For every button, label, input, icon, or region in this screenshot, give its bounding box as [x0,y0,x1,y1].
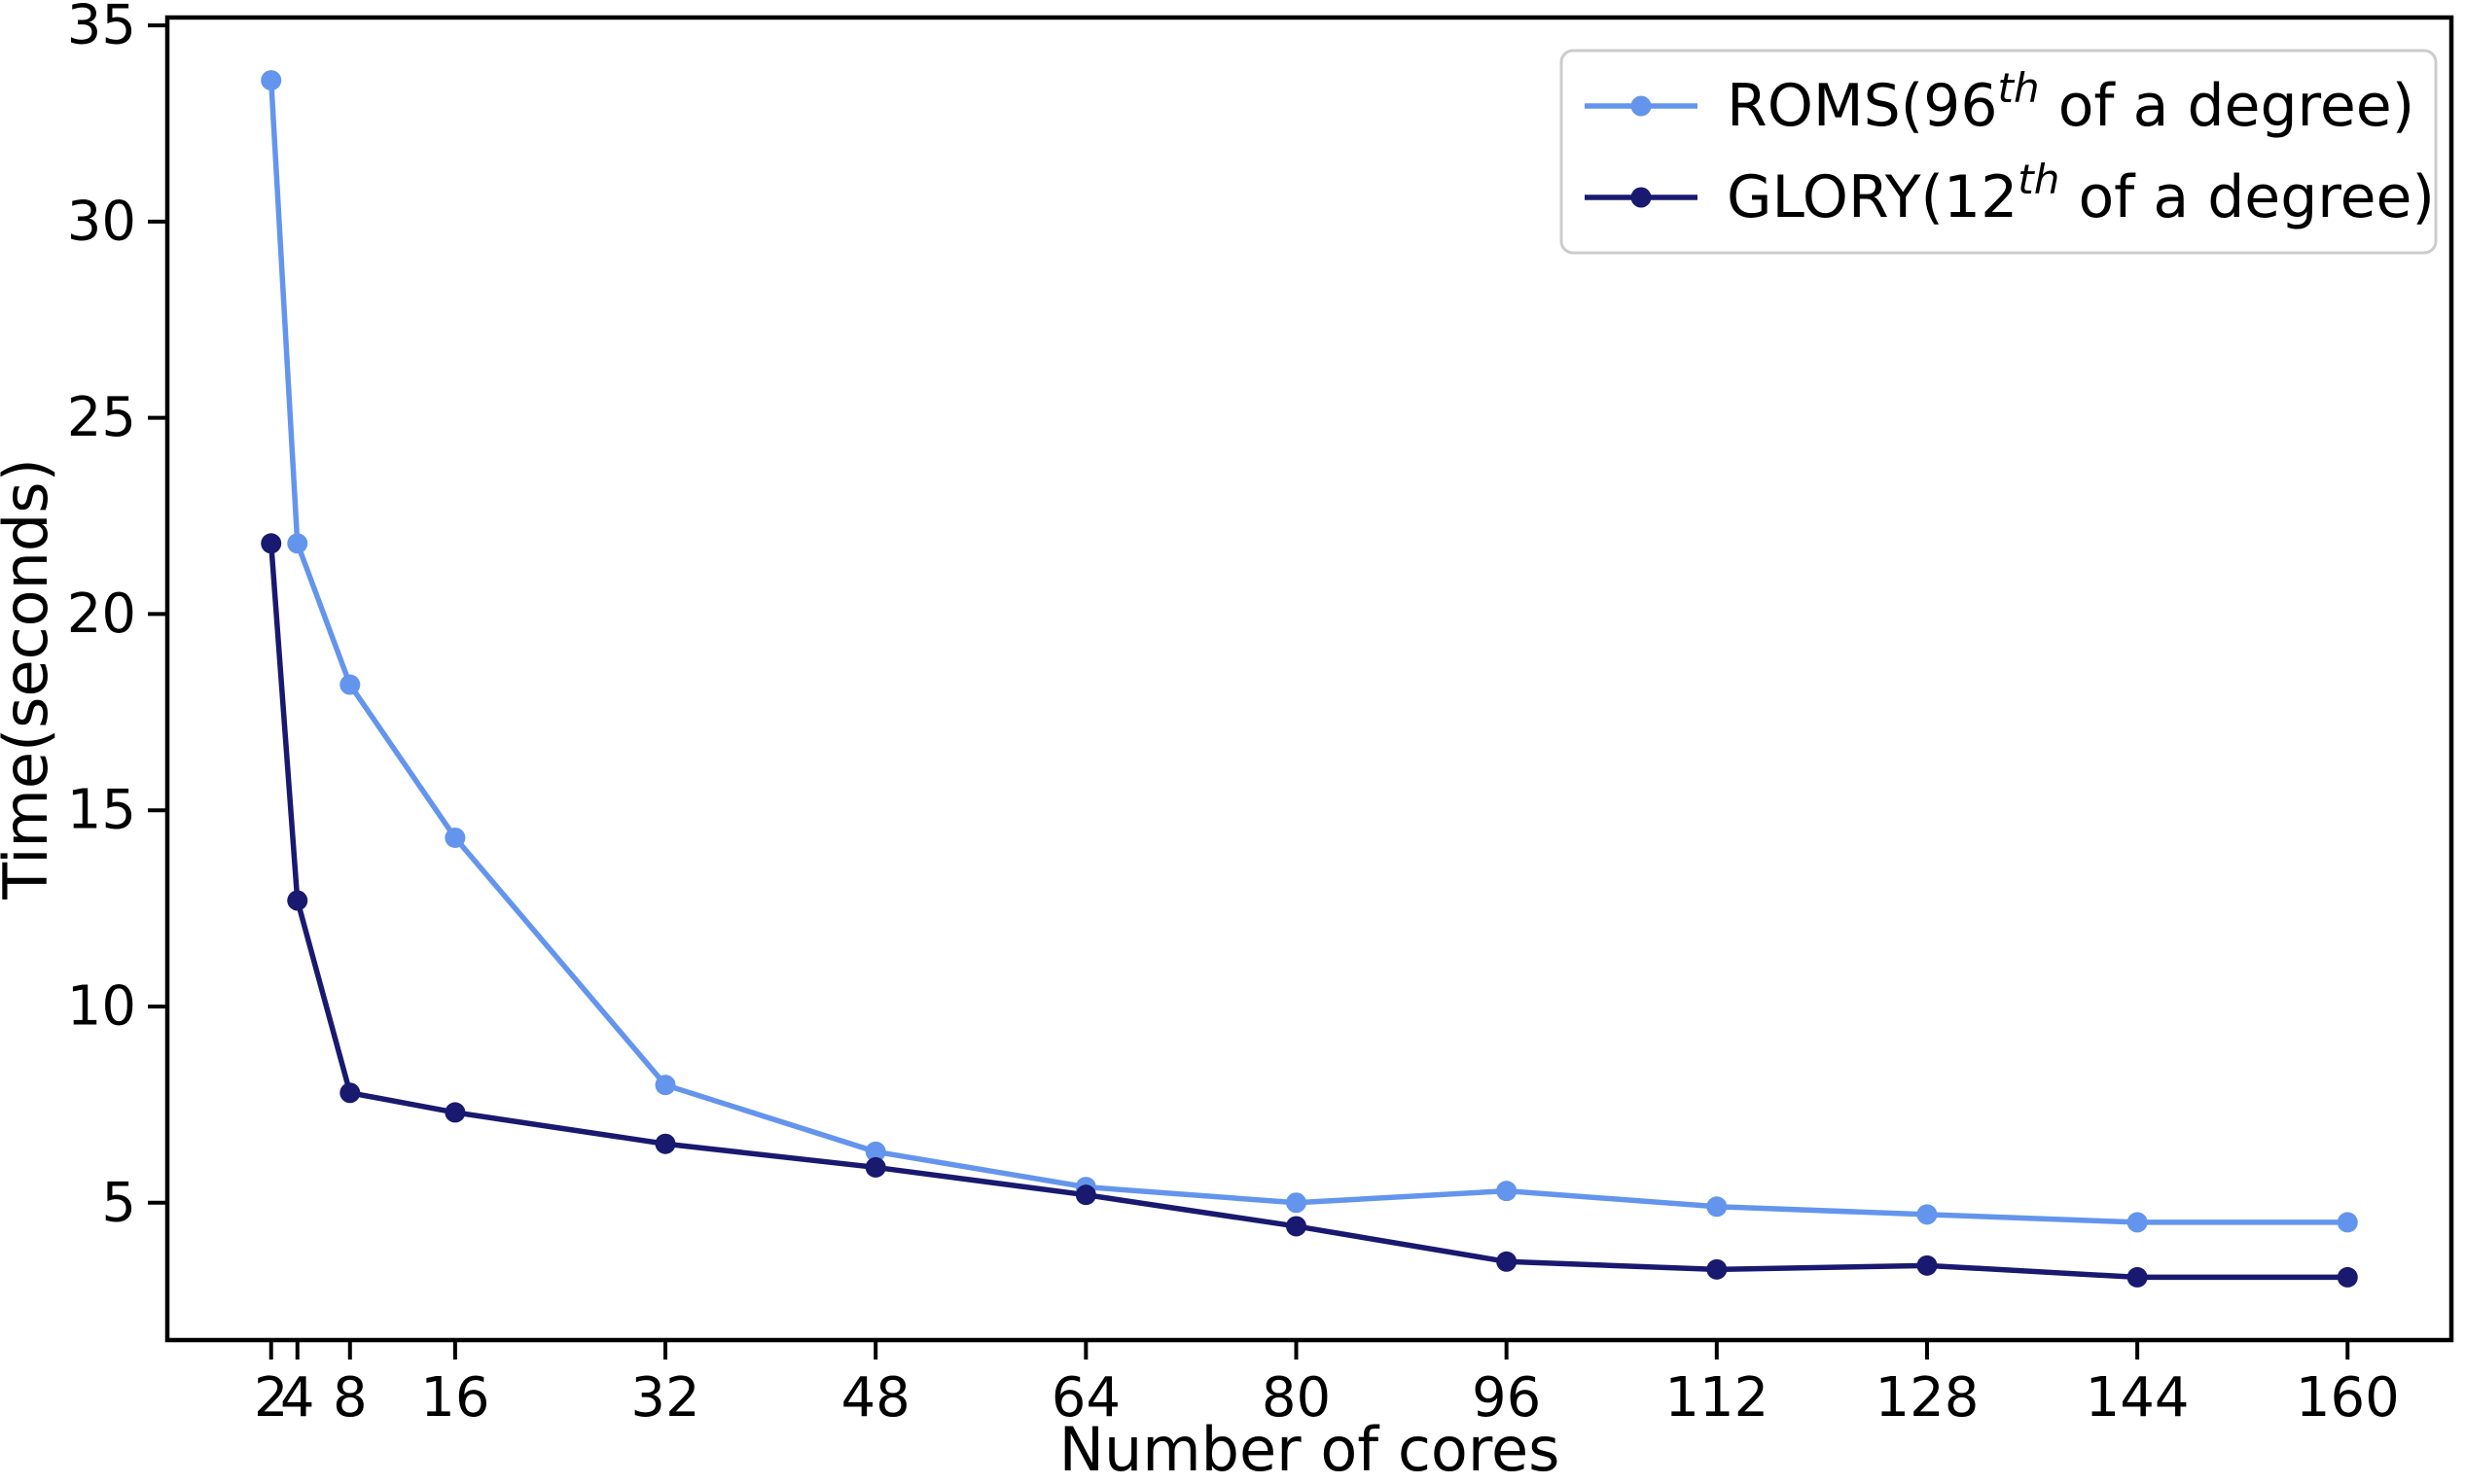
data-point [1706,1258,1728,1280]
x-tick-label: 16 [420,1366,489,1430]
x-tick-label: 8 [333,1366,368,1430]
x-tick-label: 4 [280,1366,315,1430]
data-point [2126,1212,2148,1233]
x-tick-label: 96 [1472,1366,1541,1430]
data-point [1706,1196,1728,1218]
data-point [2337,1212,2358,1233]
data-point [865,1141,886,1162]
y-axis-label: Time(seconds) [0,458,61,901]
data-point [2337,1266,2358,1288]
data-point [339,1082,361,1104]
data-point [287,890,308,911]
y-tick-label: 15 [67,779,136,842]
legend-label: ROMS(96th of a degree) [1727,64,2414,140]
data-point [2126,1266,2148,1288]
data-point [1285,1216,1306,1237]
legend-marker [1630,187,1652,208]
x-tick-label: 160 [2296,1366,2400,1430]
x-tick-label: 2 [254,1366,289,1430]
data-point [261,533,282,554]
legend-marker [1630,95,1652,117]
series-line-glory [268,543,2348,1281]
x-tick-label: 112 [1664,1366,1768,1430]
data-point [339,674,361,695]
data-point [655,1075,676,1096]
data-point [445,827,466,848]
data-point [261,70,282,91]
x-tick-label: 128 [1876,1366,1980,1430]
data-point [445,1102,466,1123]
data-point [655,1133,676,1154]
x-tick-label: 80 [1262,1366,1331,1430]
data-point [1496,1251,1518,1272]
legend-box [1559,49,2438,255]
data-point [1916,1204,1938,1225]
x-tick-label: 144 [2086,1366,2190,1430]
legend-label: GLORY(12th of a degree) [1727,156,2435,231]
x-tick-label: 32 [630,1366,699,1430]
y-tick-label: 5 [101,1171,136,1234]
y-tick-label: 10 [67,974,136,1038]
data-point [865,1156,886,1178]
data-point [1075,1184,1096,1206]
plot-border [164,15,2454,1343]
x-tick-label: 48 [841,1366,911,1430]
data-point [1285,1192,1306,1214]
data-point [1496,1181,1518,1202]
data-point [1916,1254,1938,1276]
x-tick-label: 64 [1052,1366,1121,1430]
y-tick-label: 35 [67,0,136,57]
y-tick-label: 20 [67,583,136,646]
y-tick-label: 25 [67,386,136,449]
data-point [287,533,308,554]
y-tick-label: 30 [67,190,136,253]
x-axis-label: Number of cores [1059,1414,1560,1484]
